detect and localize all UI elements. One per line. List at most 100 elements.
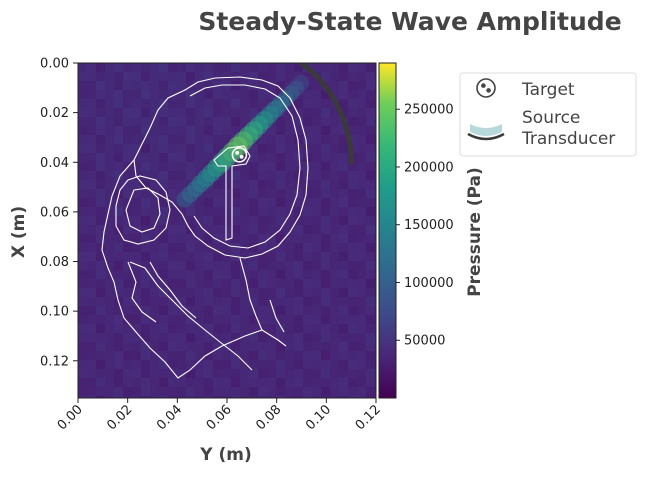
heatmap-cell [87,171,96,180]
heatmap-cell [168,81,177,90]
heatmap-cell [222,135,231,144]
heatmap-cell [132,117,141,126]
heatmap-cell [312,81,321,90]
heatmap-cell [159,261,168,270]
heatmap-cell [303,369,312,378]
heatmap-cell [339,315,348,324]
heatmap-cell [213,135,222,144]
heatmap-cell [105,117,114,126]
heatmap-cell [276,369,285,378]
heatmap-cell [87,162,96,171]
heatmap-cell [366,144,375,153]
heatmap-cell [366,243,375,252]
heatmap-cell [105,216,114,225]
heatmap-cell [258,135,267,144]
heatmap-cell [258,342,267,351]
heatmap-cell [132,252,141,261]
heatmap-cell [267,324,276,333]
heatmap-cell [132,378,141,387]
heatmap-cell [285,198,294,207]
heatmap-cell [177,81,186,90]
heatmap-cell [123,144,132,153]
heatmap-cell [87,108,96,117]
heatmap-cell [114,396,123,398]
heatmap-cell [348,180,357,189]
heatmap-cell [132,234,141,243]
heatmap-cell [366,90,375,99]
heatmap-cell [222,99,231,108]
heatmap-cell [348,162,357,171]
heatmap-cell [186,117,195,126]
heatmap-cell [114,252,123,261]
heatmap-cell [168,207,177,216]
heatmap-cell [240,171,249,180]
heatmap-cell [267,126,276,135]
heatmap-cell [240,252,249,261]
heatmap-cell [258,180,267,189]
heatmap-cell [240,225,249,234]
heatmap-cell [150,72,159,81]
heatmap-cell [276,351,285,360]
heatmap-cell [78,261,87,270]
heatmap-cell [204,99,213,108]
heatmap-cell [258,396,267,398]
heatmap-cell [348,207,357,216]
heatmap-cell [249,378,258,387]
heatmap-cell [294,126,303,135]
heatmap-cell [312,189,321,198]
x-tick-label: 0.00 [55,402,86,433]
heatmap-cell [267,396,276,398]
heatmap-cell [303,378,312,387]
heatmap-cell [105,279,114,288]
heatmap-cell [105,270,114,279]
heatmap-cell [321,351,330,360]
heatmap-cell [267,261,276,270]
target-dot-a [235,150,240,155]
heatmap-cell [159,198,168,207]
heatmap-cell [357,360,366,369]
heatmap-cell [177,108,186,117]
heatmap-cell [213,108,222,117]
heatmap-cell [168,153,177,162]
heatmap-cell [267,225,276,234]
heatmap-cell [357,315,366,324]
heatmap-cell [267,171,276,180]
heatmap-cell [348,99,357,108]
heatmap-cell [312,117,321,126]
heatmap-cell [231,63,240,72]
heatmap-cell [150,360,159,369]
heatmap-cell [186,306,195,315]
heatmap-cell [177,63,186,72]
heatmap-cell [195,378,204,387]
heatmap-cell [123,342,132,351]
heatmap-cell [105,108,114,117]
source-transducer [297,63,354,165]
heatmap-cell [123,333,132,342]
heatmap-cell [204,243,213,252]
heatmap-cell [186,108,195,117]
heatmap-cell [348,360,357,369]
heatmap-cell [294,261,303,270]
heatmap-cell [321,99,330,108]
heatmap-cell [303,144,312,153]
heatmap-cell [105,90,114,99]
heatmap-cell [249,189,258,198]
heatmap-cell [123,189,132,198]
heatmap-cell [231,243,240,252]
heatmap-cell [96,216,105,225]
heatmap-cell [213,234,222,243]
heatmap-cell [348,297,357,306]
heatmap-cell [366,369,375,378]
heatmap-cell [132,243,141,252]
heatmap-cell [321,306,330,315]
heatmap-cell [195,270,204,279]
x-tick-label: 0.02 [104,402,135,433]
heatmap-cell [258,63,267,72]
heatmap-cell [357,108,366,117]
heatmap-cell [78,216,87,225]
heatmap-cell [267,198,276,207]
heatmap-cell [177,279,186,288]
colorbar-label: Pressure (Pa) [465,167,485,297]
heatmap-cell [204,333,213,342]
y-tick-label: 0.12 [40,354,69,369]
